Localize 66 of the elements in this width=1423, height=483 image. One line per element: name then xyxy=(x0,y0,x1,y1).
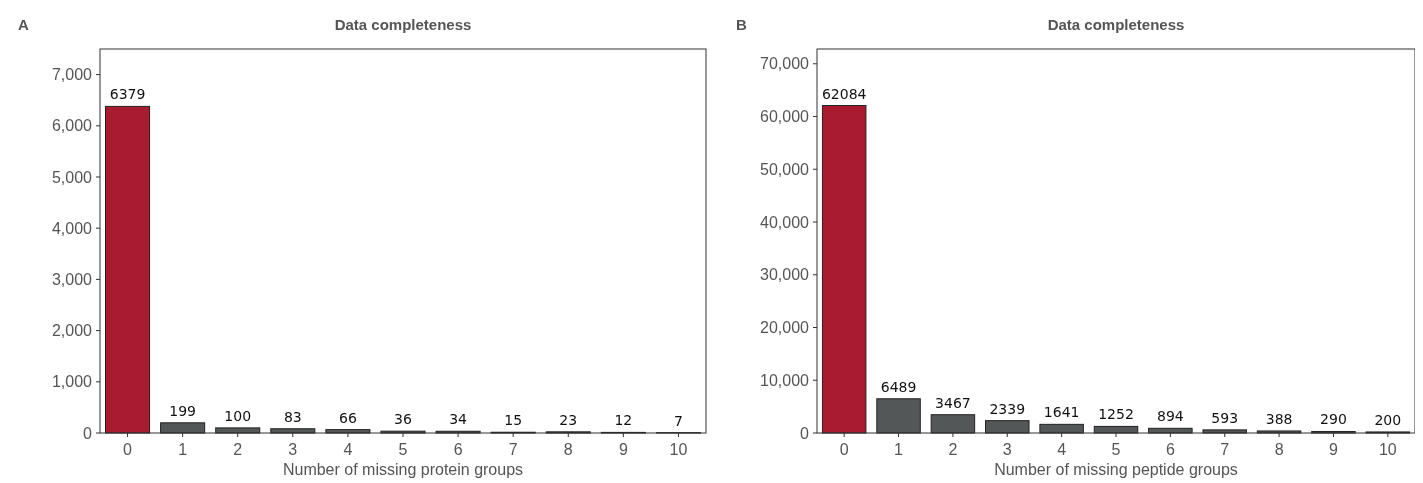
x-tick-label: 7 xyxy=(508,441,518,458)
y-tick-label: 3,000 xyxy=(51,271,93,288)
data-label: 1252 xyxy=(1098,406,1134,423)
data-label: 36 xyxy=(394,411,412,428)
x-tick-label: 2 xyxy=(233,441,243,458)
data-label: 34 xyxy=(449,411,468,428)
data-label: 83 xyxy=(283,408,302,425)
data-label: 6489 xyxy=(880,378,917,395)
y-tick-label: 40,000 xyxy=(760,213,810,231)
data-label: 200 xyxy=(1374,411,1402,428)
data-label: 12 xyxy=(614,412,633,429)
y-tick-label: 60,000 xyxy=(760,108,810,126)
y-tick-label: 20,000 xyxy=(760,319,810,337)
data-label: 23 xyxy=(559,411,578,428)
x-tick-label: 0 xyxy=(839,441,849,458)
x-tick-label: 6 xyxy=(453,441,463,458)
x-axis-title: Number of missing peptide groups xyxy=(994,461,1238,478)
y-tick-label: 70,000 xyxy=(760,55,810,73)
x-tick-label: 9 xyxy=(1329,441,1338,458)
x-tick-label: 4 xyxy=(343,441,353,458)
y-tick-label: 50,000 xyxy=(760,160,810,178)
y-tick-label: 1,000 xyxy=(51,373,93,391)
data-label: 593 xyxy=(1211,409,1239,426)
x-tick-label: 2 xyxy=(948,441,958,458)
x-axis-title: Number of missing protein groups xyxy=(282,461,524,478)
y-tick-label: 0 xyxy=(800,424,810,442)
data-label: 100 xyxy=(224,407,252,424)
data-label: 1641 xyxy=(1043,404,1080,421)
x-tick-label: 6 xyxy=(1165,441,1175,458)
data-label: 388 xyxy=(1265,410,1293,427)
y-tick-label: 2,000 xyxy=(51,322,93,340)
x-tick-label: 8 xyxy=(563,441,573,458)
chart-title: Data completeness xyxy=(1047,16,1185,33)
y-tick-label: 4,000 xyxy=(51,219,93,237)
data-label: 66 xyxy=(339,409,357,426)
data-label: 199 xyxy=(169,402,196,419)
chart-title: Data completeness xyxy=(334,16,472,33)
x-tick-label: 1 xyxy=(894,441,904,458)
x-tick-label: 7 xyxy=(1220,441,1230,458)
y-tick-label: 0 xyxy=(83,424,93,442)
text: B xyxy=(736,16,747,33)
data-label: 2339 xyxy=(989,400,1026,417)
x-tick-label: 0 xyxy=(123,441,133,458)
x-tick-label: 10 xyxy=(1378,441,1397,458)
x-tick-label: 10 xyxy=(669,441,688,458)
data-label: 290 xyxy=(1320,411,1347,428)
y-tick-label: 6,000 xyxy=(51,117,93,135)
data-label: 894 xyxy=(1157,408,1184,425)
x-tick-label: 5 xyxy=(1111,441,1121,458)
x-tick-label: 5 xyxy=(398,441,408,458)
x-tick-label: 3 xyxy=(1002,441,1012,458)
text: A xyxy=(18,16,29,33)
data-label: 15 xyxy=(504,412,523,429)
y-tick-label: 7,000 xyxy=(51,66,93,84)
x-tick-label: 4 xyxy=(1057,441,1067,458)
data-label: 6379 xyxy=(109,86,146,103)
data-label: 7 xyxy=(673,412,683,429)
y-tick-label: 5,000 xyxy=(51,168,93,186)
x-tick-label: 9 xyxy=(618,441,628,458)
y-tick-label: 10,000 xyxy=(760,371,810,389)
y-tick-label: 30,000 xyxy=(760,266,810,284)
data-label: 3467 xyxy=(935,394,971,411)
x-tick-label: 8 xyxy=(1274,441,1284,458)
x-tick-label: 1 xyxy=(178,441,188,458)
x-tick-label: 3 xyxy=(288,441,298,458)
data-label: 62084 xyxy=(821,85,867,102)
